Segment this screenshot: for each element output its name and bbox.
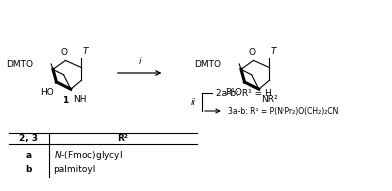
Text: R¹O: R¹O [225, 88, 241, 97]
Text: 2a-b: R¹ = H: 2a-b: R¹ = H [216, 88, 272, 97]
Text: palmitoyl: palmitoyl [54, 164, 96, 173]
Text: R²: R² [117, 134, 128, 143]
Text: b: b [25, 164, 32, 173]
Text: T: T [270, 47, 276, 56]
Text: NH: NH [73, 95, 86, 104]
Text: 3a-b: R¹ = P(NⁱPr₂)O(CH₂)₂CN: 3a-b: R¹ = P(NⁱPr₂)O(CH₂)₂CN [228, 107, 338, 116]
Text: 1: 1 [62, 96, 69, 104]
Text: NR²: NR² [261, 95, 278, 104]
Text: DMTO: DMTO [6, 60, 33, 69]
Text: O: O [61, 48, 68, 57]
Text: ii: ii [191, 97, 196, 107]
Text: O: O [249, 48, 256, 57]
Text: a: a [26, 151, 32, 159]
Text: $\it{N}$-(Fmoc)glycyl: $\it{N}$-(Fmoc)glycyl [54, 148, 122, 162]
Text: i: i [138, 57, 141, 66]
Text: DMTO: DMTO [194, 60, 221, 69]
Text: HO: HO [40, 88, 54, 97]
Text: 2, 3: 2, 3 [19, 134, 38, 143]
Text: T: T [82, 47, 88, 56]
